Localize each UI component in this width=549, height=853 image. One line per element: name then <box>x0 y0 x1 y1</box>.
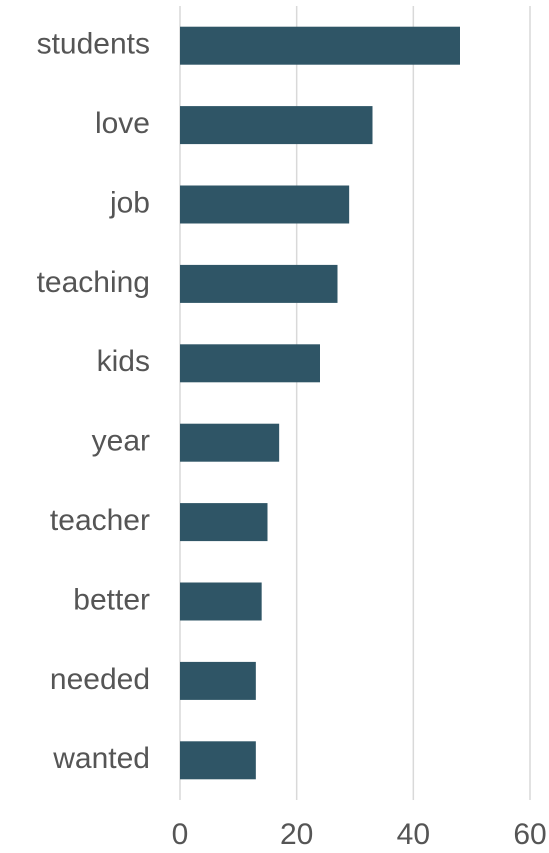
y-tick-label: better <box>73 583 150 616</box>
y-tick-label: year <box>92 425 150 458</box>
y-tick-label: needed <box>50 663 150 696</box>
bar <box>180 264 338 303</box>
y-tick-label: teacher <box>50 504 150 537</box>
bar <box>180 423 280 462</box>
y-tick-label: teaching <box>37 266 150 299</box>
y-tick-label: job <box>109 186 150 219</box>
bar <box>180 741 256 780</box>
bar <box>180 185 350 224</box>
bar <box>180 344 320 383</box>
y-tick-label: love <box>95 107 150 140</box>
x-tick-label: 20 <box>280 818 313 851</box>
bar <box>180 661 256 700</box>
bar <box>180 582 262 621</box>
bar <box>180 503 268 542</box>
x-tick-label: 0 <box>172 818 189 851</box>
x-tick-label: 40 <box>397 818 430 851</box>
y-tick-label: students <box>37 28 150 61</box>
x-tick-label: 60 <box>513 818 546 851</box>
y-tick-label: wanted <box>52 742 150 775</box>
y-tick-label: kids <box>97 345 150 378</box>
bar <box>180 26 460 65</box>
bar <box>180 106 373 145</box>
